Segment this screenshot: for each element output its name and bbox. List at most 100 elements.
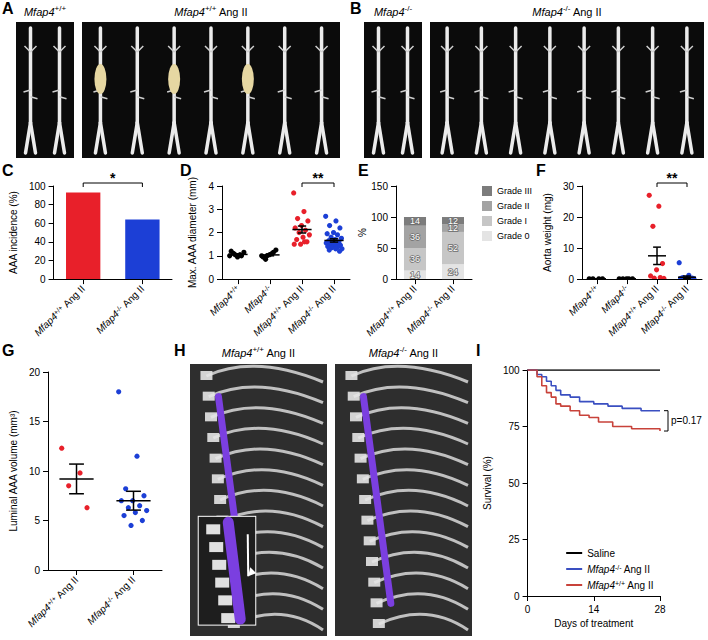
svg-text:Mfap4: Mfap4 <box>638 308 666 336</box>
svg-text:F: F <box>536 162 546 179</box>
svg-text:0: 0 <box>514 591 520 602</box>
svg-text:Mfap4: Mfap4 <box>25 601 53 629</box>
svg-text:Grade II: Grade II <box>497 201 530 211</box>
svg-text:15: 15 <box>29 416 41 427</box>
svg-text:Ang II: Ang II <box>110 574 138 602</box>
svg-text:Saline: Saline <box>587 548 615 559</box>
svg-text:2: 2 <box>208 227 214 238</box>
svg-text:Mfap4: Mfap4 <box>599 288 627 316</box>
svg-text:Ang II: Ang II <box>278 283 306 311</box>
svg-text:Ang II: Ang II <box>663 283 691 311</box>
svg-text:Mfap4: Mfap4 <box>85 599 113 627</box>
svg-text:Mfap4: Mfap4 <box>251 310 279 338</box>
svg-text:0: 0 <box>34 565 40 576</box>
html-text:Mfap4-/-: Mfap4-/- <box>373 4 413 18</box>
svg-text:C: C <box>2 162 14 179</box>
svg-text:Grade III: Grade III <box>497 186 532 196</box>
svg-text:36: 36 <box>410 254 420 264</box>
svg-text:25: 25 <box>508 534 520 545</box>
svg-text:Ang II: Ang II <box>59 283 87 311</box>
html-text:Mfap4-/-Ang II: Mfap4-/-Ang II <box>368 345 439 359</box>
svg-text:20: 20 <box>34 255 46 266</box>
html-text:Mfap4+/+: Mfap4+/+ <box>23 4 67 18</box>
svg-text:Mfap4: Mfap4 <box>364 310 392 338</box>
svg-text:28: 28 <box>654 604 666 615</box>
html-text:Mfap4+/+Ang II: Mfap4+/+Ang II <box>174 4 248 18</box>
svg-text:Ang II: Ang II <box>310 283 338 311</box>
svg-text:Mfap4: Mfap4 <box>404 308 432 336</box>
svg-text:75: 75 <box>508 421 520 432</box>
html-text:B: B <box>350 0 362 17</box>
svg-text:Ang II: Ang II <box>391 283 419 311</box>
svg-text:AAA incidence (%): AAA incidence (%) <box>8 191 19 274</box>
svg-text:Mfap4: Mfap4 <box>587 564 615 575</box>
svg-text:10: 10 <box>563 243 575 254</box>
svg-text:Mfap4: Mfap4 <box>94 308 122 336</box>
svg-text:14: 14 <box>410 270 420 280</box>
svg-text:Grade I: Grade I <box>497 216 527 226</box>
svg-text:Ang II: Ang II <box>625 580 653 591</box>
svg-text:20: 20 <box>29 367 41 378</box>
svg-text:Mfap4: Mfap4 <box>587 580 615 591</box>
svg-text:Mfap4: Mfap4 <box>566 290 594 318</box>
svg-text:0: 0 <box>568 274 574 285</box>
svg-text:Ang II: Ang II <box>118 283 146 311</box>
svg-text:**: ** <box>667 170 678 186</box>
svg-text:Max. AAA diameter (mm): Max. AAA diameter (mm) <box>187 177 198 288</box>
svg-text:100: 100 <box>503 365 520 376</box>
html-text:Mfap4+/+Ang II: Mfap4+/+Ang II <box>221 345 296 359</box>
svg-text:1: 1 <box>208 250 214 261</box>
svg-text:Aorta weight (mg): Aorta weight (mg) <box>542 193 553 272</box>
svg-text:0: 0 <box>40 274 46 285</box>
svg-text:*: * <box>110 170 116 186</box>
svg-text:Ang II: Ang II <box>53 574 81 602</box>
svg-text:24: 24 <box>448 267 458 277</box>
svg-text:14: 14 <box>588 604 600 615</box>
svg-text:4: 4 <box>208 181 214 192</box>
svg-text:G: G <box>2 342 14 359</box>
svg-text:D: D <box>180 162 192 179</box>
svg-text:0: 0 <box>382 274 388 285</box>
svg-text:30: 30 <box>563 181 575 192</box>
html-text:Mfap4-/-Ang II: Mfap4-/-Ang II <box>532 4 602 18</box>
svg-text:0: 0 <box>208 274 214 285</box>
svg-text:Survival (%): Survival (%) <box>482 456 493 510</box>
svg-text:Days of treatment: Days of treatment <box>554 618 633 629</box>
svg-text:Ang II: Ang II <box>633 283 661 311</box>
svg-text:Mfap4: Mfap4 <box>32 310 60 338</box>
svg-text:Mfap4: Mfap4 <box>207 290 235 318</box>
svg-text:10: 10 <box>29 466 41 477</box>
svg-text:100: 100 <box>371 212 388 223</box>
svg-text:40: 40 <box>34 236 46 247</box>
svg-text:p=0.17: p=0.17 <box>671 415 702 426</box>
svg-text:Luminal AAA volume (mm³): Luminal AAA volume (mm³) <box>8 410 19 531</box>
svg-text:12: 12 <box>448 223 458 234</box>
svg-text:100: 100 <box>29 181 46 192</box>
svg-text:0: 0 <box>525 604 531 615</box>
svg-text:E: E <box>358 162 369 179</box>
html-text:A: A <box>2 0 14 17</box>
svg-text:Mfap4: Mfap4 <box>285 308 313 336</box>
svg-text:36: 36 <box>410 232 420 242</box>
svg-text:14: 14 <box>410 216 420 226</box>
svg-text:150: 150 <box>371 181 388 192</box>
svg-text:3: 3 <box>208 204 214 215</box>
svg-text:80: 80 <box>34 199 46 210</box>
svg-text:Mfap4: Mfap4 <box>242 288 270 316</box>
svg-text:Ang II: Ang II <box>622 564 650 575</box>
svg-text:Ang II: Ang II <box>429 283 457 311</box>
svg-text:Mfap4: Mfap4 <box>606 310 634 338</box>
svg-text:60: 60 <box>34 218 46 229</box>
svg-text:**: ** <box>313 170 324 186</box>
svg-text:50: 50 <box>377 243 389 254</box>
svg-text:I: I <box>476 342 480 359</box>
svg-text:5: 5 <box>34 515 40 526</box>
svg-text:52: 52 <box>448 243 458 253</box>
svg-text:12: 12 <box>448 216 458 226</box>
html-text:H: H <box>174 342 186 359</box>
svg-text:+/+: +/+ <box>615 580 625 587</box>
svg-text:20: 20 <box>563 212 575 223</box>
svg-text:50: 50 <box>508 478 520 489</box>
svg-text:Grade 0: Grade 0 <box>497 231 530 241</box>
svg-text:%: % <box>357 228 368 237</box>
